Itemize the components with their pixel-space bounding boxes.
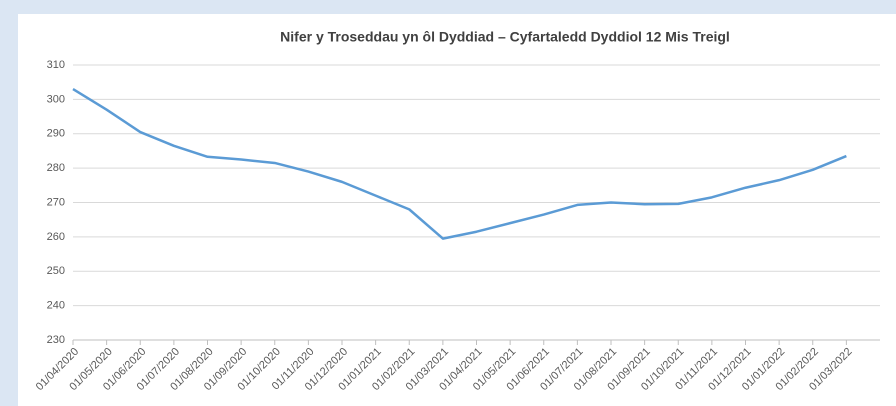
y-tick-label: 300 <box>47 93 65 105</box>
y-tick-label: 240 <box>47 300 65 312</box>
y-tick-label: 230 <box>47 334 65 346</box>
y-tick-label: 260 <box>47 231 65 243</box>
chart-title: Nifer y Troseddau yn ôl Dyddiad – Cyfart… <box>280 29 730 45</box>
y-tick-label: 310 <box>47 59 65 71</box>
chart-area <box>18 14 896 406</box>
line-series <box>72 87 847 240</box>
y-tick-label: 290 <box>47 128 65 140</box>
y-tick-label: 250 <box>47 265 65 277</box>
y-tick-label: 280 <box>47 162 65 174</box>
y-tick-label: 270 <box>47 196 65 208</box>
